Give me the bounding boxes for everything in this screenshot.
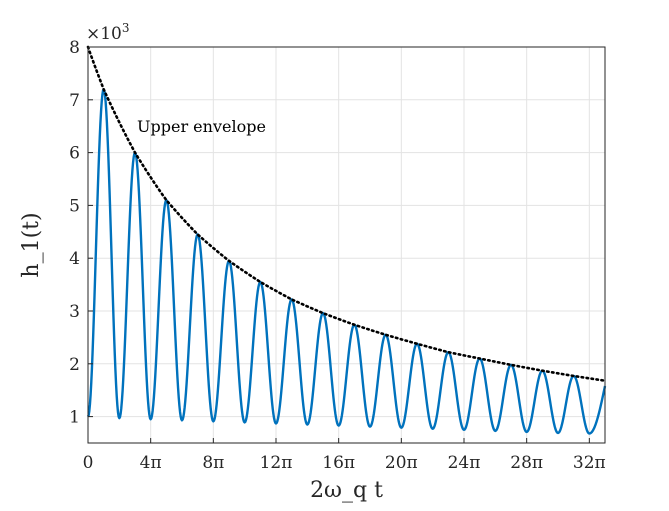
y-tick-label: 3 bbox=[69, 302, 80, 322]
y-multiplier-base: ×10 bbox=[86, 24, 122, 44]
ticks: 0 4π 8π 12π 16π 20π 24π 28π 32π 1 2 3 4 5 6 7 8 bbox=[69, 38, 606, 473]
upper-envelope-label: Upper envelope bbox=[137, 117, 266, 136]
signal-series-line bbox=[86, 88, 607, 435]
plot-series bbox=[86, 45, 607, 435]
x-tick-label: 4π bbox=[140, 453, 162, 473]
y-tick-label: 8 bbox=[69, 38, 80, 58]
y-tick-label: 5 bbox=[69, 196, 80, 216]
y-multiplier: ×103 bbox=[86, 21, 130, 44]
x-axis-label: 2ω_q t bbox=[310, 478, 383, 503]
y-tick-label: 4 bbox=[69, 249, 80, 269]
x-tick-label: 28π bbox=[510, 453, 543, 473]
y-tick-label: 7 bbox=[69, 91, 80, 111]
y-tick-label: 1 bbox=[69, 408, 80, 428]
y-tick-label: 2 bbox=[69, 355, 80, 375]
x-tick-label: 20π bbox=[385, 453, 418, 473]
y-multiplier-exponent: 3 bbox=[122, 21, 130, 35]
x-tick-label: 16π bbox=[322, 453, 355, 473]
y-tick-label: 6 bbox=[69, 144, 80, 164]
x-tick-label: 12π bbox=[260, 453, 293, 473]
x-tick-label: 32π bbox=[573, 453, 606, 473]
axes-box bbox=[87, 46, 606, 444]
x-tick-label: 24π bbox=[448, 453, 481, 473]
x-tick-label: 0 bbox=[83, 453, 94, 473]
envelope-series-line bbox=[86, 45, 607, 382]
x-tick-label: 8π bbox=[202, 453, 224, 473]
y-axis-label: h_1(t) bbox=[19, 212, 44, 277]
